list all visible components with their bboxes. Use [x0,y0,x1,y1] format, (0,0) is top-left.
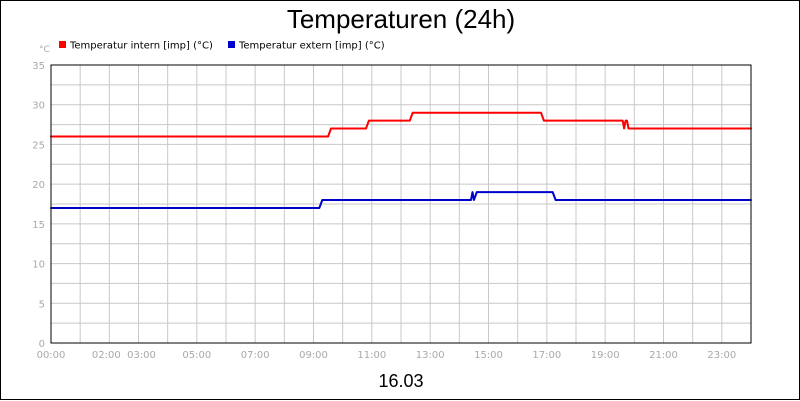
x-tick-label: 03:00 [127,350,156,361]
grid [50,64,752,344]
y-tick-label: 30 [32,101,45,112]
legend: Temperatur intern [imp] (°C) Temperatur … [59,41,385,52]
x-tick-label: 13:00 [416,350,445,361]
x-tick-label: 00:00 [37,350,66,361]
y-tick-label: 20 [32,180,45,191]
x-tick-label: 15:00 [474,350,503,361]
series-layer [50,111,752,209]
plot-area-border [50,64,752,344]
x-tick-label: 05:00 [182,350,211,361]
x-axis-ticks: 00:00 02:00 03:00 05:00 07:00 09:00 11:00 13:00… [37,350,737,361]
y-tick-label: 0 [39,339,45,350]
date-label: 16.03 [378,371,423,391]
series-line-extern [50,191,752,209]
y-tick-label: 35 [32,61,45,72]
y-tick-label: 5 [39,299,45,310]
x-tick-label: 19:00 [591,350,620,361]
x-tick-label: 02:00 [92,350,121,361]
chart-title: Temperaturen (24h) [287,4,515,34]
x-tick-label: 07:00 [241,350,270,361]
y-axis-unit: °C [39,45,50,55]
x-tick-label: 23:00 [707,350,736,361]
series-line-intern [50,111,752,138]
y-tick-label: 25 [32,140,45,151]
x-tick-label: 21:00 [649,350,678,361]
x-tick-label: 17:00 [532,350,561,361]
y-tick-label: 10 [32,260,45,271]
legend-label-intern: Temperatur intern [imp] (°C) [69,41,213,52]
x-tick-label: 11:00 [357,350,386,361]
y-axis-ticks: 0 5 10 15 20 25 30 35 [32,61,45,350]
x-tick-label: 09:00 [299,350,328,361]
legend-swatch-extern [228,41,235,48]
y-tick-label: 15 [32,220,45,231]
legend-label-extern: Temperatur extern [imp] (°C) [238,41,385,52]
legend-swatch-intern [59,41,66,48]
